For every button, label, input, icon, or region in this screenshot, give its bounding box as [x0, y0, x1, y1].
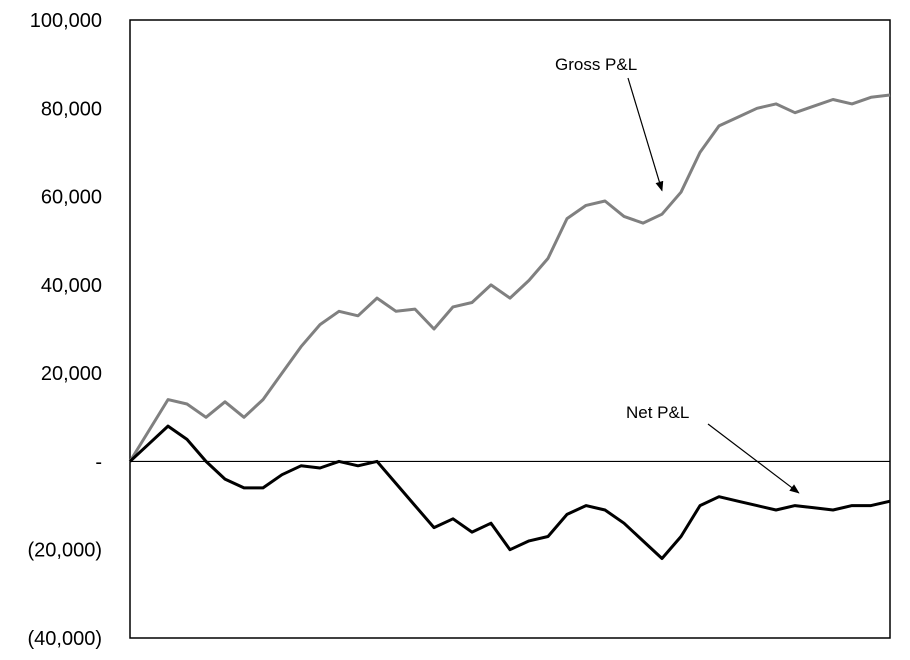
y-axis-ticks: 100,000 80,000 60,000 40,000 20,000 - (20,000)… [28, 10, 103, 650]
net-pnl-label: Net P&L [626, 403, 689, 422]
annotation-layer: Gross P&L Net P&L [555, 55, 800, 494]
plot-area [129, 19, 891, 639]
y-tick-label: 80,000 [41, 98, 102, 120]
gross-pnl-arrow [627, 77, 664, 192]
y-tick-label: 60,000 [41, 187, 102, 209]
y-tick-label: 40,000 [41, 275, 102, 297]
net-pnl-arrow [707, 423, 800, 494]
series-layer [128, 93, 891, 560]
y-tick-label: (20,000) [28, 540, 103, 562]
y-tick-label: 20,000 [41, 363, 102, 385]
gross-pnl-line [128, 93, 891, 463]
y-tick-label: (40,000) [28, 628, 103, 650]
net-pnl-line [128, 424, 891, 560]
gross-pnl-label: Gross P&L [555, 55, 637, 74]
y-tick-label: - [95, 451, 102, 473]
y-tick-label: 100,000 [30, 10, 102, 32]
